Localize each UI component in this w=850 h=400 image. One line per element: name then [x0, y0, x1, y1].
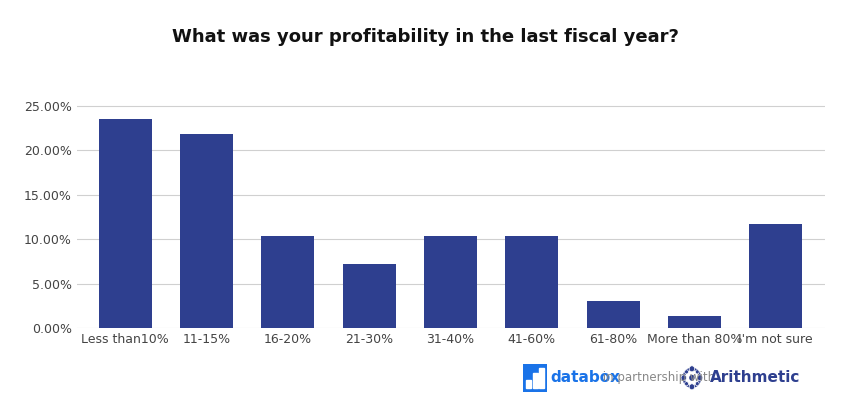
Bar	[539, 368, 544, 388]
Text: in partnership with: in partnership with	[599, 372, 719, 384]
Bar	[668, 316, 721, 328]
Bar	[533, 373, 537, 388]
Circle shape	[689, 366, 694, 372]
Circle shape	[689, 375, 694, 381]
Circle shape	[695, 370, 700, 374]
Bar	[343, 264, 395, 328]
Text: databox: databox	[551, 370, 620, 386]
Bar	[262, 236, 314, 328]
Bar	[424, 236, 477, 328]
Circle shape	[684, 370, 688, 374]
Bar	[586, 301, 639, 328]
Bar	[180, 134, 233, 328]
Circle shape	[689, 384, 694, 390]
Circle shape	[697, 375, 703, 381]
Text: What was your profitability in the last fiscal year?: What was your profitability in the last …	[172, 28, 678, 46]
Bar	[506, 236, 558, 328]
Circle shape	[684, 382, 688, 386]
FancyBboxPatch shape	[520, 361, 549, 395]
Circle shape	[695, 382, 700, 386]
Bar	[526, 380, 531, 388]
Bar	[99, 119, 151, 328]
Bar	[750, 224, 802, 328]
Circle shape	[681, 375, 687, 381]
Text: Arithmetic: Arithmetic	[710, 370, 800, 386]
